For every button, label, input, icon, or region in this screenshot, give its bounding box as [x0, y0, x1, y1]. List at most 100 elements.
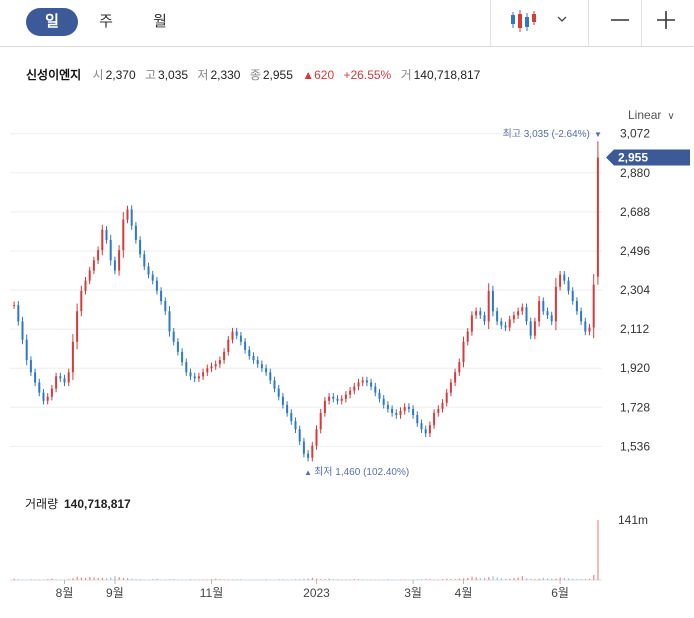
candle-body [403, 406, 406, 411]
volume-bar [22, 579, 24, 581]
volume-bar [580, 579, 582, 580]
y-tick-label: 3,072 [620, 127, 650, 141]
candle-body [265, 368, 268, 373]
volume-bar [538, 578, 540, 580]
candle-body [563, 274, 566, 281]
zoom-out-button[interactable] [606, 8, 636, 38]
candle-body [311, 445, 314, 458]
candle-body [496, 311, 499, 322]
candle-body [202, 372, 205, 377]
volume-bar [362, 579, 364, 581]
volume-bar [446, 578, 448, 580]
volume-bar [114, 576, 116, 580]
volume-bar [190, 579, 192, 580]
scale-label: Linear [628, 108, 662, 122]
volume-bar [13, 578, 15, 580]
volume-bar [139, 579, 141, 580]
candle-body [59, 376, 62, 379]
volume-bar [454, 579, 456, 580]
candle-body [118, 250, 121, 271]
plus-icon [657, 11, 675, 29]
volume-bar [101, 577, 103, 580]
volume-bar [429, 579, 431, 580]
candle-body [281, 396, 284, 405]
volume-bar [484, 577, 486, 580]
candle-body [298, 429, 301, 442]
volume-bar [80, 577, 82, 580]
candle-body [286, 404, 289, 413]
scale-dropdown[interactable]: Linear ∨ [628, 108, 675, 122]
candle-body [239, 335, 242, 342]
zoom-in-button[interactable] [654, 8, 684, 38]
x-tick-label: 9월 [106, 586, 124, 600]
volume-bar [51, 578, 53, 580]
candle-body [50, 388, 53, 397]
volume-bar [211, 579, 213, 580]
volume-bar [164, 579, 166, 581]
open-value: 2,370 [105, 68, 136, 82]
volume-bar [547, 578, 549, 580]
tab-daily[interactable]: 일 [26, 8, 78, 36]
low-label: 저 [197, 68, 209, 82]
volume-bar [64, 579, 66, 581]
volume-bar [509, 578, 511, 580]
volume-bar [576, 579, 578, 580]
candle-body [370, 382, 373, 387]
tab-monthly[interactable]: 월 [153, 13, 167, 30]
candle-body [139, 239, 142, 255]
volume-bar [597, 520, 599, 580]
volume-bar [295, 579, 297, 580]
volume-bar [299, 579, 301, 580]
candle-body [349, 390, 352, 395]
candle-body [248, 349, 251, 356]
y-tick-label: 1,920 [620, 361, 650, 375]
volume-bar [110, 577, 112, 580]
candle-body [445, 392, 448, 403]
volume-bar [269, 579, 271, 581]
candle-body [231, 331, 234, 340]
candle-body [105, 229, 108, 240]
candle-body [210, 366, 213, 369]
candle-body [517, 311, 520, 316]
volume-bar [286, 579, 288, 581]
candle-body [500, 321, 503, 326]
volume-bar [458, 578, 460, 580]
volume-bar [370, 579, 372, 581]
candle-body [454, 372, 457, 383]
volume-bar [261, 579, 263, 581]
candle-body [424, 429, 427, 434]
candle-body [197, 376, 200, 379]
volume-bar [68, 579, 70, 580]
tab-weekly[interactable]: 주 [99, 13, 113, 30]
candle-body [504, 325, 507, 328]
volume-bar [442, 579, 444, 580]
chevron-down-icon [557, 16, 567, 22]
volume-bar [257, 579, 259, 581]
y-tick-label: 1,728 [620, 400, 650, 414]
candle-body [462, 341, 465, 363]
candle-body [361, 380, 364, 383]
candle-body [160, 290, 163, 302]
volume-bar [500, 578, 502, 580]
candle-body [315, 429, 318, 446]
candle-body [420, 423, 423, 430]
volume-bar [320, 579, 322, 580]
x-tick-label: 6월 [551, 586, 569, 600]
candle-body [533, 321, 536, 336]
toolbar-divider [490, 0, 491, 46]
volume-bar [467, 577, 469, 580]
candle-body [592, 284, 595, 328]
volume-bar [59, 579, 61, 581]
volume-bar [421, 579, 423, 580]
candle-body [88, 270, 91, 281]
candle-body [151, 274, 154, 281]
chart-type-button[interactable] [508, 6, 568, 36]
volume-bar [337, 579, 339, 580]
y-tick-label: 2,688 [620, 205, 650, 219]
volume-bar [236, 579, 238, 580]
candle-body [227, 339, 230, 352]
candle-body [428, 425, 431, 434]
candle-body [164, 301, 167, 312]
candle-body [567, 280, 570, 291]
